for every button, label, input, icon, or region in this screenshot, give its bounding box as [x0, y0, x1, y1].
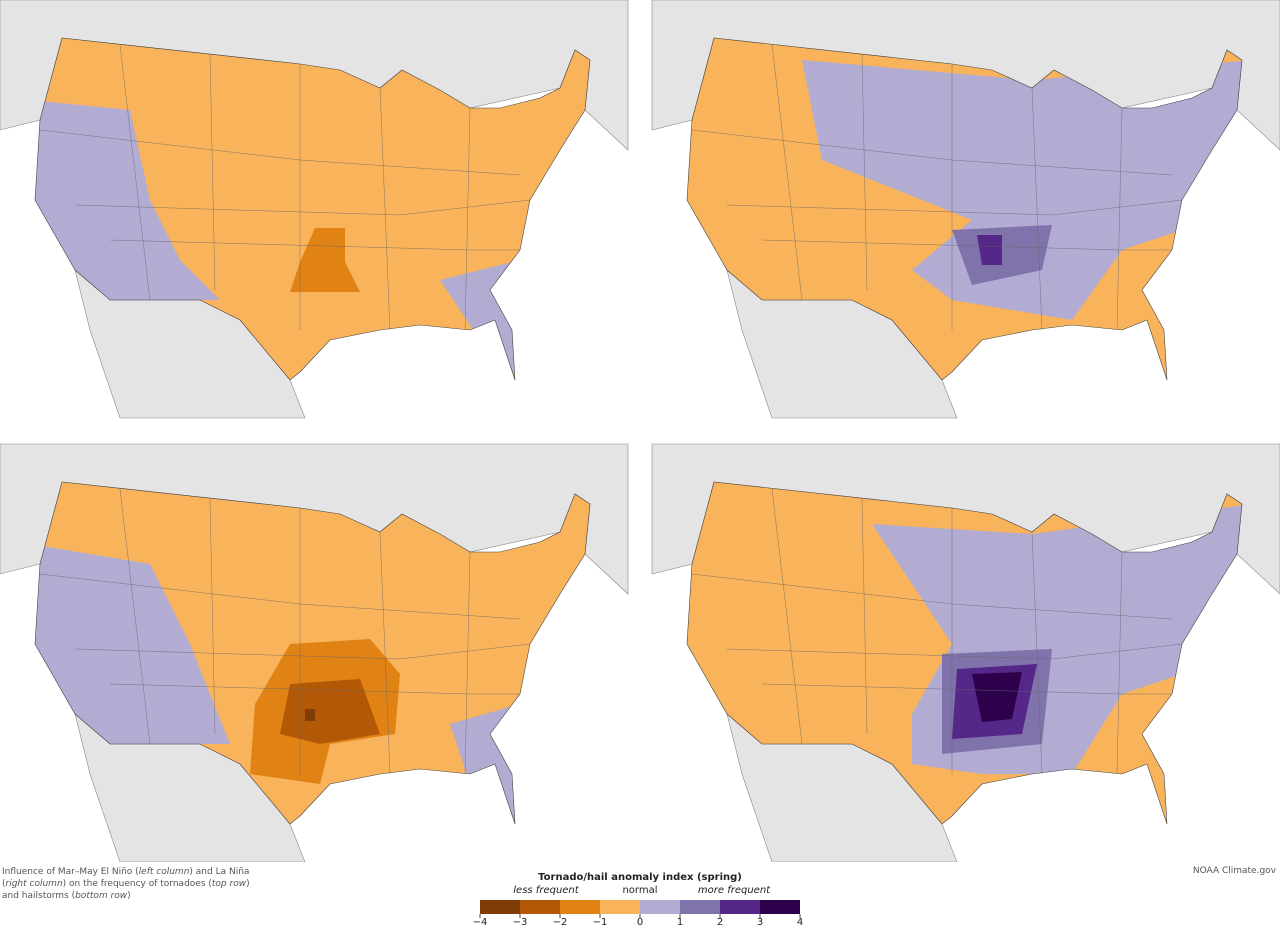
legend-swatch	[560, 900, 600, 914]
caption-part: Influence of Mar–May El Niño (	[2, 867, 139, 877]
legend-swatch	[480, 900, 520, 914]
legend-swatch	[600, 900, 640, 914]
legend-tick-label: 1	[677, 917, 683, 928]
caption-part: ) and hailstorms (	[2, 879, 250, 901]
caption-part: ) on the frequency of tornadoes (	[62, 879, 212, 889]
map-la-nina-tornado	[652, 0, 1280, 418]
legend: Tornado/hail anomaly index (spring) less…	[473, 872, 804, 928]
legend-tick-label: 2	[717, 917, 723, 928]
map-el-nino-tornado	[0, 0, 628, 418]
caption-part: left column	[138, 867, 190, 877]
legend-swatch	[640, 900, 680, 914]
caption-part: ) and La Niña (	[2, 867, 250, 889]
map-panels	[0, 0, 1280, 862]
caption: Influence of Mar–May El Niño (left colum…	[2, 866, 264, 902]
legend-tick-label: −4	[473, 917, 488, 928]
legend-tick-label: −1	[593, 917, 608, 928]
legend-low-label: less frequent	[513, 885, 579, 896]
legend-mid-label: normal	[622, 885, 657, 896]
legend-tick-label: 0	[637, 917, 643, 928]
legend-swatch	[520, 900, 560, 914]
legend-tick-label: −3	[513, 917, 528, 928]
map-la-nina-hail	[652, 444, 1280, 862]
legend-swatch	[720, 900, 760, 914]
legend-tick-label: 4	[797, 917, 803, 928]
caption-part: top row	[211, 879, 247, 889]
legend-tick-label: 3	[757, 917, 763, 928]
caption-part: right column	[5, 879, 63, 889]
legend-title: Tornado/hail anomaly index (spring)	[538, 872, 742, 883]
legend-swatch	[760, 900, 800, 914]
credit: NOAA Climate.gov	[1192, 866, 1276, 876]
legend-swatch	[680, 900, 720, 914]
legend-tick-label: −2	[553, 917, 568, 928]
legend-high-label: more frequent	[698, 885, 771, 896]
map-el-nino-hail	[0, 444, 628, 862]
caption-part: bottom row	[75, 891, 128, 901]
caption-part: )	[127, 891, 131, 901]
